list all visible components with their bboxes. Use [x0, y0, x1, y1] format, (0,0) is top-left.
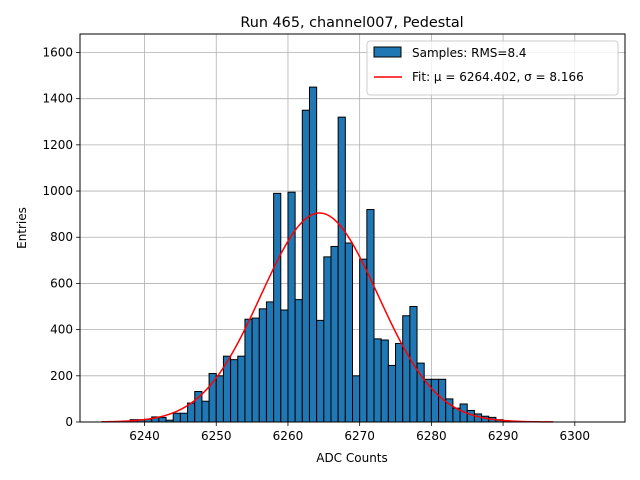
histogram-bar	[316, 319, 325, 423]
x-axis-ticks: 6240 6250 6260 6270 6280 6290 6300	[129, 422, 590, 443]
y-tick-label: 400	[50, 323, 73, 337]
y-tick-label: 1400	[42, 92, 73, 106]
fit-curve	[101, 212, 554, 423]
histogram-bar	[344, 242, 354, 423]
histogram-bar	[423, 378, 432, 423]
histogram-bar	[244, 318, 253, 423]
y-axis-ticks: 0 200 400 600 800 1000 1200 1400 1600	[42, 45, 80, 429]
histogram-bar	[265, 301, 275, 423]
y-tick-label: 1600	[42, 45, 73, 59]
histogram-bar	[373, 338, 382, 423]
histogram-bar	[301, 109, 310, 423]
histogram-bar	[287, 191, 296, 423]
y-tick-label: 600	[50, 276, 73, 290]
histogram-bar	[258, 308, 267, 423]
legend-histogram-swatch	[373, 46, 402, 58]
histogram-bar	[208, 373, 217, 423]
y-axis-label: Entries	[15, 207, 29, 249]
histogram-bars	[122, 86, 511, 423]
histogram-bar	[352, 375, 361, 423]
histogram-bar	[273, 192, 282, 423]
histogram-bar	[237, 355, 246, 423]
histogram-bar	[402, 315, 411, 423]
x-axis-label: ADC Counts	[316, 451, 388, 465]
x-tick-label: 6300	[560, 429, 591, 443]
histogram-bar	[466, 409, 475, 423]
histogram-bar	[308, 86, 318, 423]
x-tick-label: 6250	[201, 429, 232, 443]
legend-box	[366, 40, 619, 96]
y-tick-label: 1200	[42, 138, 73, 152]
y-tick-label: 0	[65, 415, 73, 429]
histogram-bar	[395, 342, 404, 423]
histogram-bar	[366, 209, 375, 423]
histogram-bar	[230, 359, 239, 423]
histogram-bar	[359, 258, 368, 423]
histogram-bar	[251, 317, 260, 423]
histogram-bar	[158, 416, 167, 423]
histogram-bar	[337, 116, 346, 423]
histogram-bar	[294, 299, 303, 423]
y-tick-label: 800	[50, 230, 73, 244]
y-tick-label: 200	[50, 369, 73, 383]
x-tick-label: 6290	[488, 429, 519, 443]
chart-title: Run 465, channel007, Pedestal	[240, 15, 463, 31]
legend-histogram-label: Samples: RMS=8.4	[412, 46, 527, 60]
x-tick-label: 6260	[273, 429, 304, 443]
plot-frame	[79, 33, 626, 423]
histogram-bar	[430, 378, 440, 423]
legend: Samples: RMS=8.4 Fit: μ = 6264.402, σ = …	[366, 40, 619, 96]
histogram-bar	[323, 256, 332, 423]
histogram-bar	[172, 412, 181, 423]
histogram-bar	[201, 400, 210, 423]
y-tick-label: 1000	[42, 184, 73, 198]
x-tick-label: 6280	[416, 429, 447, 443]
legend-fit-label: Fit: μ = 6264.402, σ = 8.166	[412, 70, 584, 84]
histogram-bar	[380, 339, 389, 423]
x-tick-label: 6240	[129, 429, 160, 443]
histogram-bar	[179, 412, 189, 423]
histogram-bar	[330, 245, 339, 423]
x-tick-label: 6270	[344, 429, 375, 443]
histogram-bar	[215, 375, 224, 423]
histogram-bar	[387, 364, 397, 423]
histogram-bar	[280, 309, 289, 423]
fit-curve-group	[101, 212, 554, 423]
histogram-bar	[187, 402, 196, 423]
